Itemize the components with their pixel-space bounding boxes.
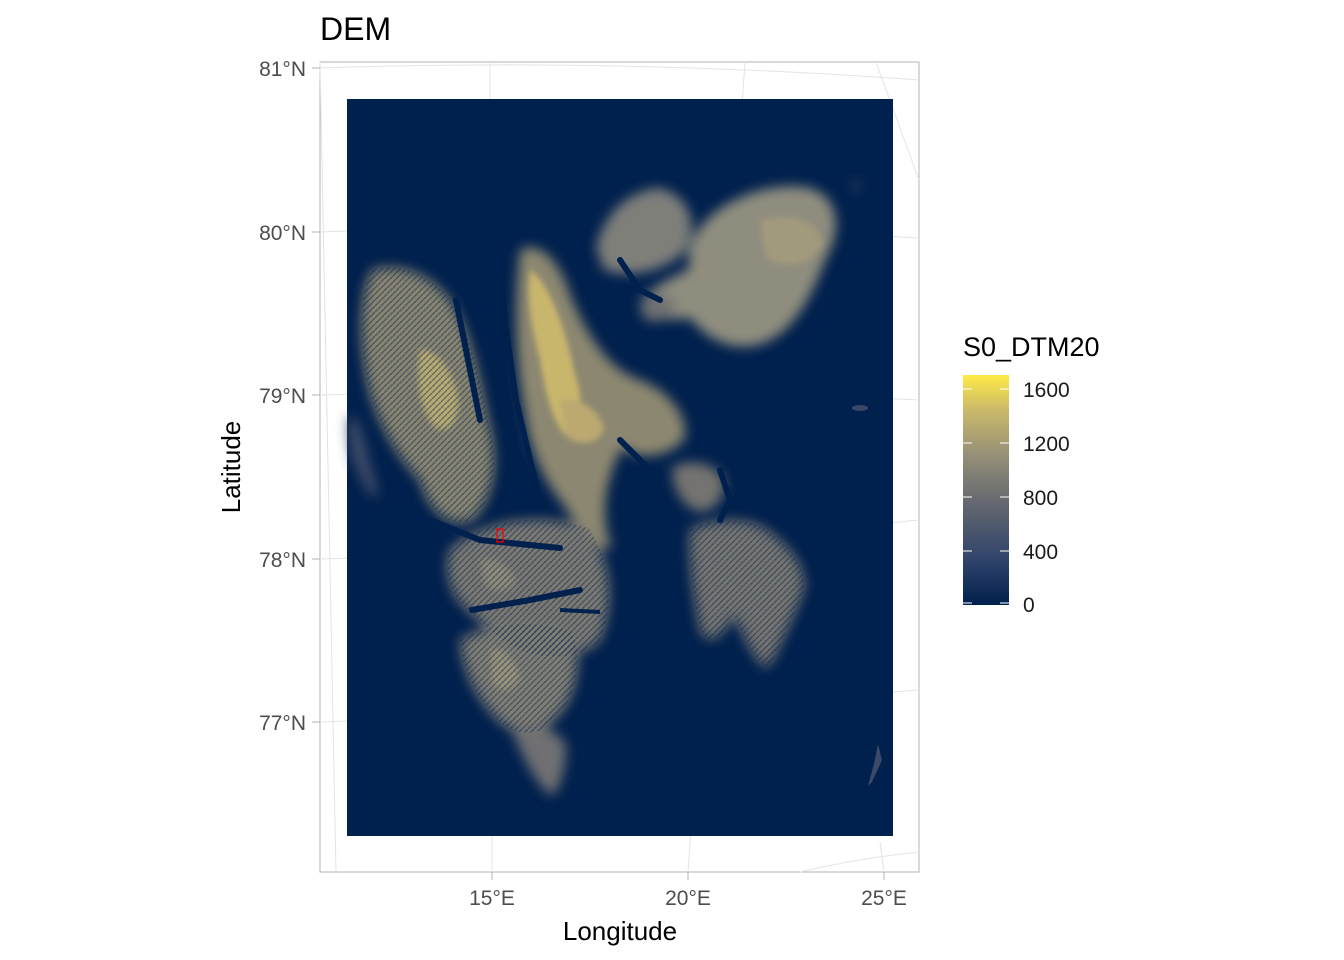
- y-tick-79: 79°N: [259, 385, 306, 408]
- terrain: [348, 183, 882, 796]
- map-title: DEM: [320, 11, 391, 47]
- graticule-lat-76: [799, 851, 920, 873]
- terrain-fjord-small: [559, 608, 601, 614]
- legend-tick-1600: 1600: [1023, 379, 1070, 402]
- legend-tickmarks: [963, 388, 1009, 604]
- y-tick-81: 81°N: [259, 58, 306, 81]
- study-area-box: [496, 528, 504, 543]
- legend-title: S0_DTM20: [963, 332, 1100, 362]
- legend-tick-1200: 1200: [1023, 433, 1070, 456]
- y-tick-80: 80°N: [259, 222, 306, 245]
- y-axis-title: Latitude: [216, 421, 246, 514]
- panel-border: [319, 61, 920, 873]
- graticule-lon-25: [879, 841, 885, 873]
- x-axis: 15°E 20°E 25°E: [469, 872, 907, 910]
- legend: S0_DTM20 1600 1200 800 400 0: [963, 332, 1100, 617]
- x-tick-20: 20°E: [665, 887, 711, 910]
- graticule-lon-25-upper: [875, 61, 920, 181]
- x-tick-15: 15°E: [469, 887, 515, 910]
- terrain-islet: [852, 405, 868, 411]
- graticule-lon-10: [319, 61, 337, 873]
- y-tick-77: 77°N: [259, 712, 306, 735]
- terrain-fjords: [361, 267, 805, 733]
- y-axis: 81°N 80°N 79°N 78°N 77°N: [259, 58, 320, 735]
- graticule-lat-81: [319, 64, 920, 81]
- legend-colorbar: [963, 375, 1009, 605]
- terrain-water-channels: [427, 257, 734, 683]
- y-tick-78: 78°N: [259, 549, 306, 572]
- x-tick-25: 25°E: [861, 887, 907, 910]
- terrain-hopen: [868, 744, 882, 786]
- x-axis-title: Longitude: [563, 916, 677, 946]
- legend-tick-400: 400: [1023, 541, 1058, 564]
- legend-tick-0: 0: [1023, 594, 1035, 617]
- legend-tick-800: 800: [1023, 487, 1058, 510]
